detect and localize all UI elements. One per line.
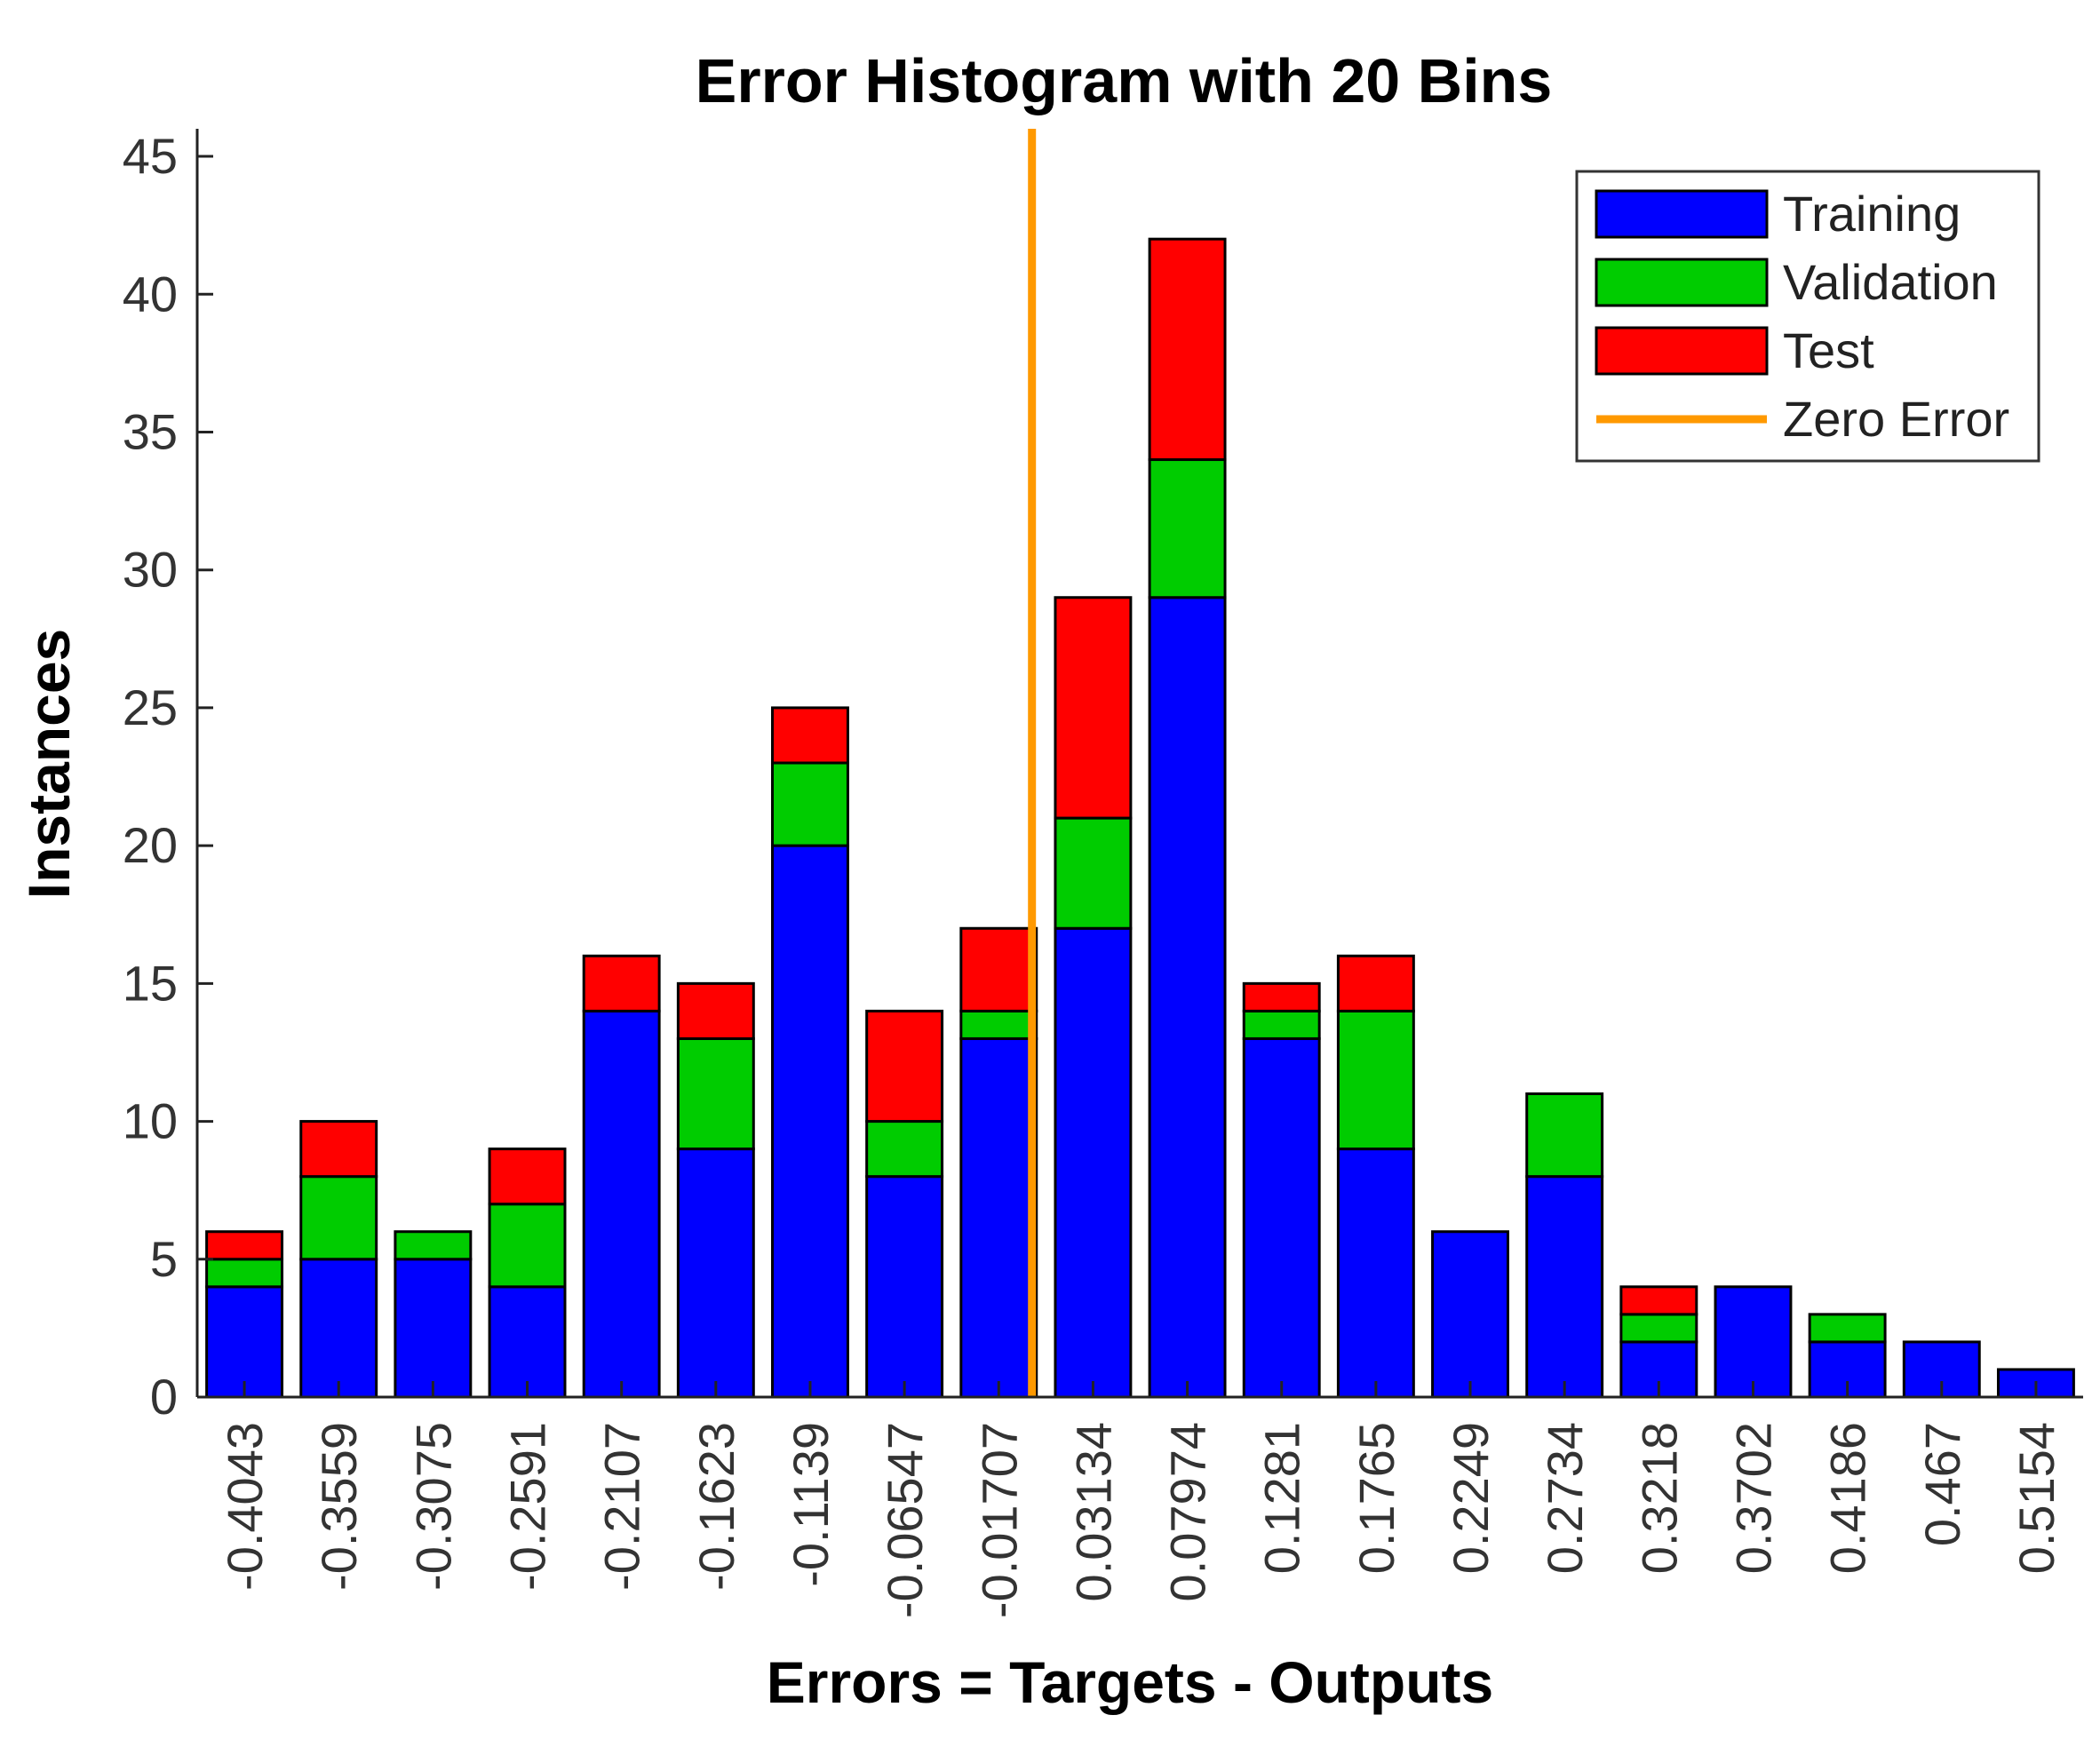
bar-training-7 (771, 844, 849, 1399)
chart-title: Error Histogram with 20 Bins (696, 46, 1553, 115)
bar-validation-2 (299, 1175, 378, 1261)
bar-validation-9 (959, 1009, 1038, 1040)
legend-label-training: Training (1783, 186, 1961, 242)
x-tick-label: 0.03134 (1065, 1422, 1121, 1601)
x-tick-label: -0.06547 (877, 1422, 933, 1618)
x-tick-label: 0.5154 (2009, 1422, 2064, 1574)
x-tick-label: 0.4186 (1820, 1422, 1876, 1574)
x-tick-label: -0.3559 (311, 1422, 367, 1591)
bar-test-10 (1054, 596, 1133, 820)
y-tick-label: 35 (123, 403, 178, 459)
bar-training-11 (1148, 596, 1227, 1399)
legend-swatch-validation (1595, 258, 1769, 307)
x-axis-label: Errors = Targets - Outputs (767, 1649, 1493, 1715)
bar-validation-16 (1619, 1313, 1698, 1344)
bar-validation-18 (1808, 1313, 1887, 1344)
legend-label-zero-error: Zero Error (1783, 391, 2009, 447)
legend-label-validation: Validation (1783, 254, 1998, 310)
x-tick-label: 0.467 (1914, 1422, 1970, 1546)
bar-test-8 (865, 1009, 944, 1124)
bar-training-12 (1242, 1036, 1321, 1399)
x-tick-label: -0.2591 (500, 1422, 556, 1591)
bar-test-12 (1242, 981, 1321, 1012)
bar-training-6 (676, 1147, 755, 1399)
legend-swatch-test (1595, 326, 1769, 376)
bar-validation-4 (488, 1203, 567, 1289)
bar-training-5 (582, 1009, 661, 1399)
x-tick-label: -0.3075 (405, 1422, 461, 1591)
x-tick-label: 0.07974 (1160, 1422, 1216, 1601)
y-tick-label: 15 (123, 955, 178, 1011)
bar-training-15 (1525, 1175, 1604, 1399)
bar-test-5 (582, 954, 661, 1012)
bar-training-3 (394, 1258, 473, 1399)
bar-validation-10 (1054, 816, 1133, 930)
bar-test-7 (771, 706, 849, 765)
bar-training-10 (1054, 926, 1133, 1399)
x-tick-label: 0.2249 (1443, 1422, 1499, 1574)
y-tick-label: 10 (123, 1093, 178, 1149)
bar-validation-6 (676, 1036, 755, 1151)
bar-test-6 (676, 981, 755, 1040)
x-tick-label: 0.1281 (1254, 1422, 1310, 1574)
y-tick-label: 45 (123, 128, 178, 184)
bar-validation-12 (1242, 1009, 1321, 1040)
y-tick-label: 30 (123, 542, 178, 598)
legend-swatch-training (1595, 189, 1769, 239)
y-tick-label: 40 (123, 266, 178, 322)
x-tick-label: 0.2734 (1537, 1422, 1593, 1574)
bar-training-2 (299, 1258, 378, 1399)
x-tick-label: 0.3702 (1725, 1422, 1781, 1574)
bar-test-11 (1148, 237, 1227, 462)
bar-training-13 (1336, 1147, 1415, 1399)
bars-layer (205, 237, 2075, 1399)
x-tick-label: 0.1765 (1348, 1422, 1404, 1574)
bar-training-9 (959, 1036, 1038, 1399)
x-tick-label: -0.4043 (217, 1422, 273, 1591)
bar-test-1 (205, 1230, 284, 1261)
bar-validation-13 (1336, 1009, 1415, 1151)
bar-validation-11 (1148, 458, 1227, 600)
y-tick-label: 25 (123, 679, 178, 735)
bar-validation-7 (771, 761, 849, 847)
x-tick-label: -0.2107 (594, 1422, 650, 1591)
y-tick-label: 5 (150, 1231, 178, 1287)
y-tick-label: 0 (150, 1369, 178, 1425)
bar-validation-8 (865, 1120, 944, 1179)
bar-test-13 (1336, 954, 1415, 1012)
bar-validation-1 (205, 1258, 284, 1289)
legend: Training Validation Test Zero Error (1575, 170, 2040, 463)
bar-test-9 (959, 926, 1038, 1012)
bar-test-4 (488, 1147, 567, 1206)
bar-validation-3 (394, 1230, 473, 1261)
bar-validation-15 (1525, 1092, 1604, 1179)
bar-training-8 (865, 1175, 944, 1399)
y-tick-label: 20 (123, 817, 178, 873)
bar-training-4 (488, 1285, 567, 1399)
bar-test-2 (299, 1120, 378, 1179)
x-tick-label: -0.1139 (783, 1422, 839, 1587)
legend-label-test: Test (1783, 322, 1874, 378)
x-tick-label: -0.01707 (971, 1422, 1027, 1618)
bar-training-14 (1431, 1230, 1509, 1399)
x-tick-label: 0.3218 (1631, 1422, 1687, 1574)
bar-training-17 (1714, 1285, 1793, 1399)
bar-training-1 (205, 1285, 284, 1399)
x-tick-label: -0.1623 (688, 1422, 744, 1591)
bar-test-16 (1619, 1285, 1698, 1316)
y-axis-label: Instances (16, 629, 82, 899)
